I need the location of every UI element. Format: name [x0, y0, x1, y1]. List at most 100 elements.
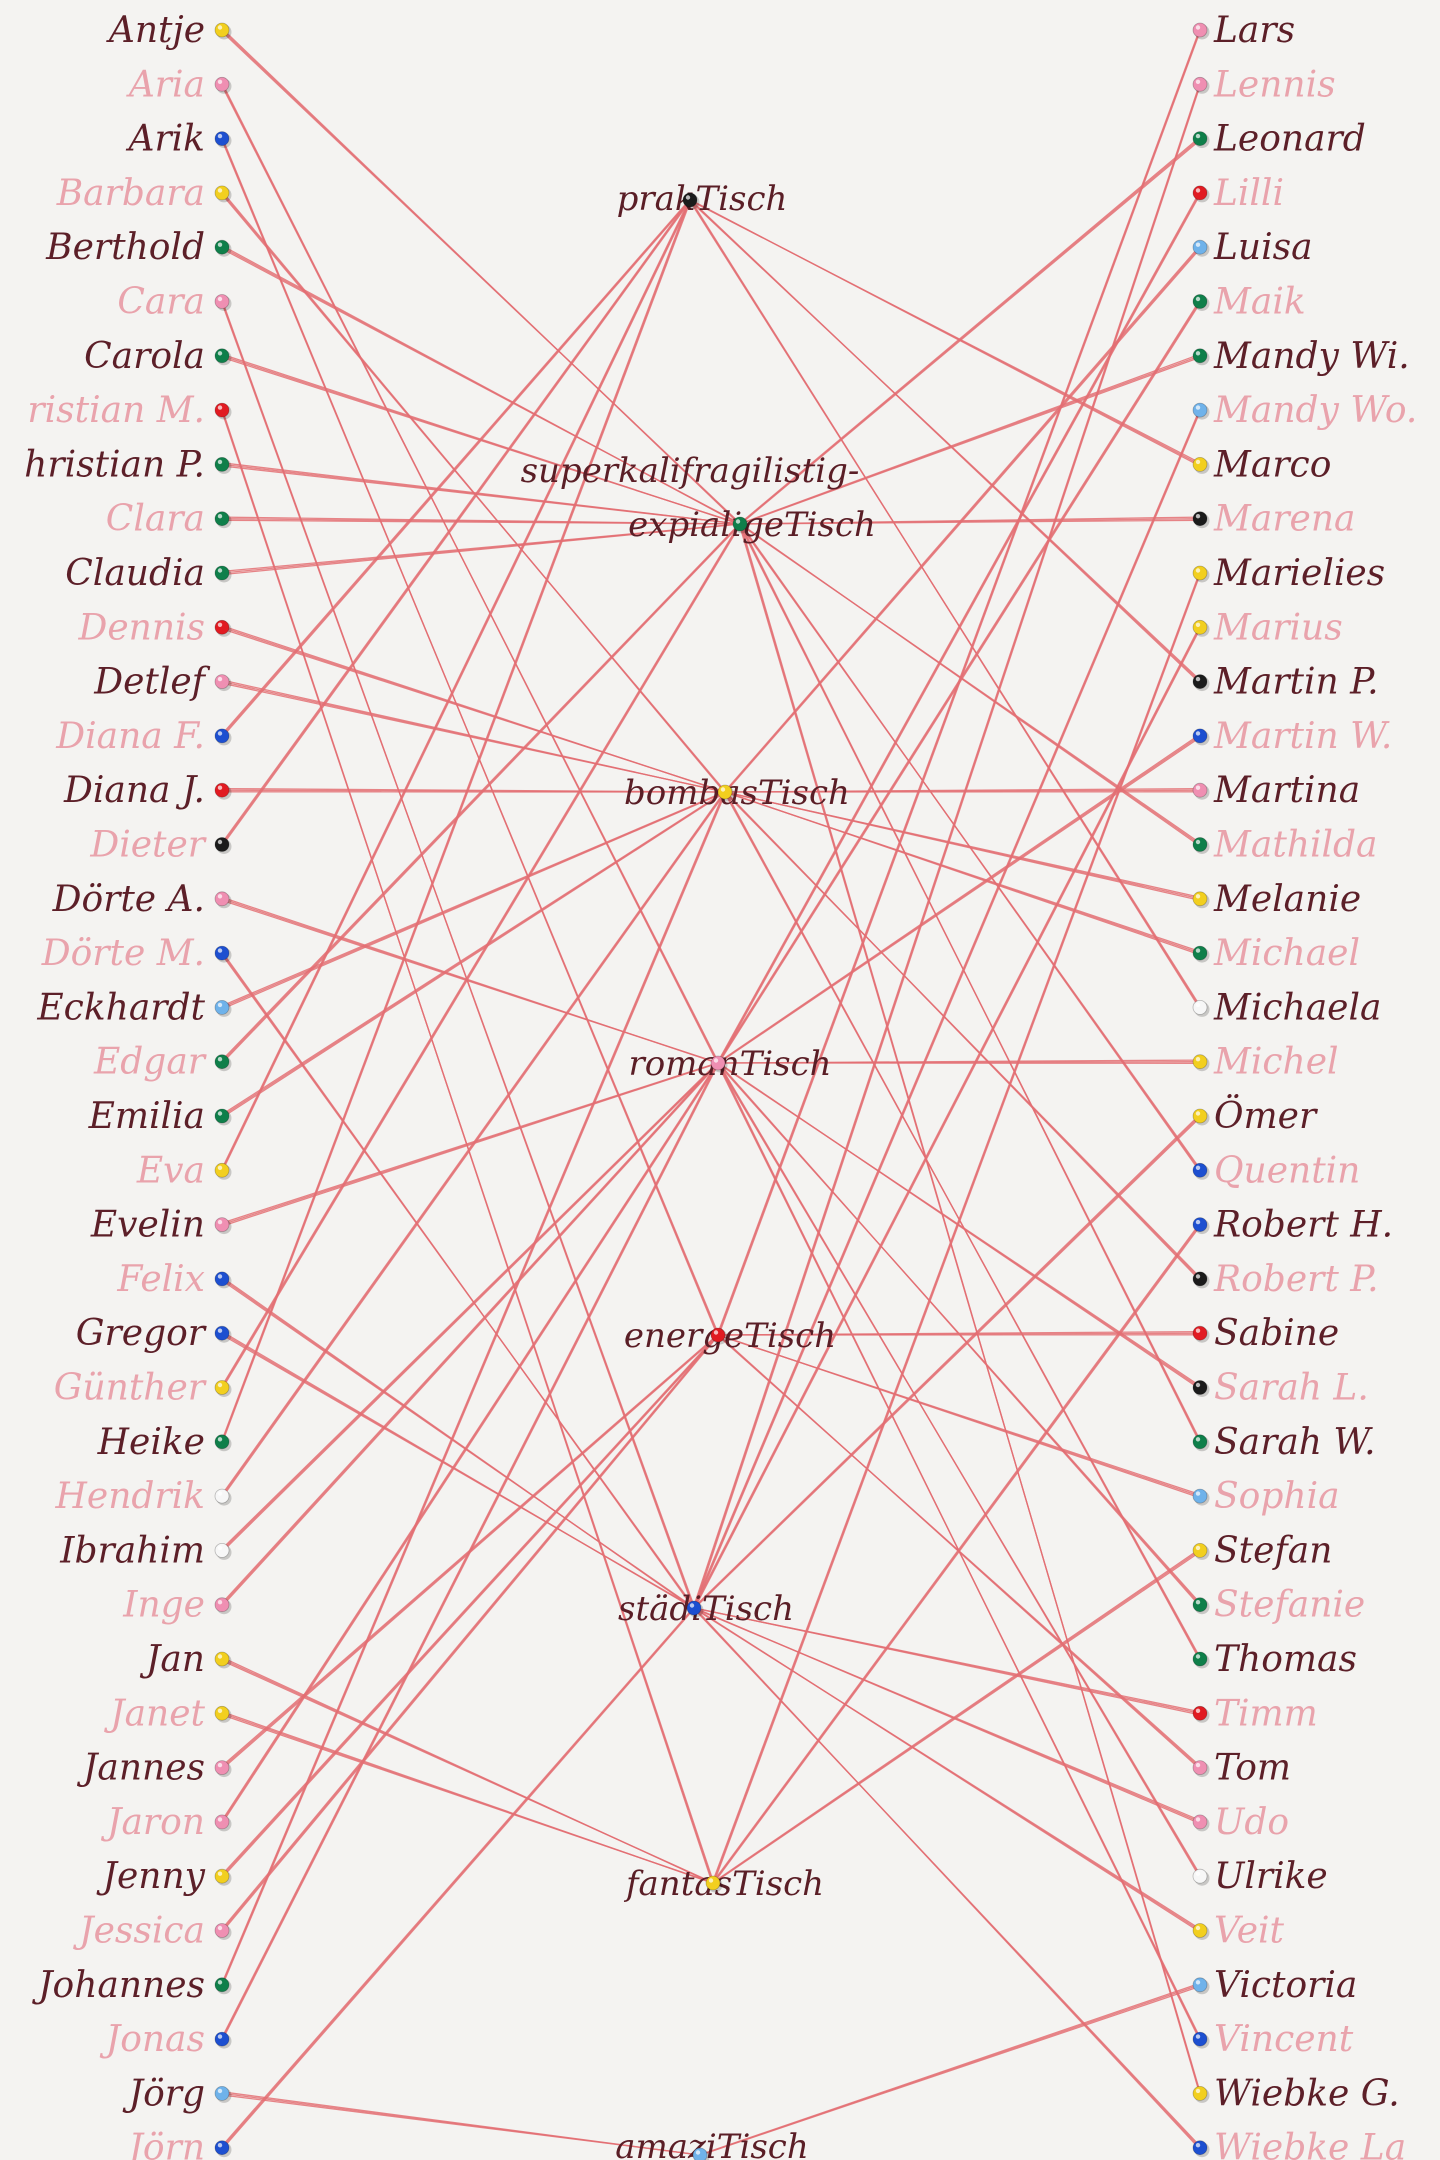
guest-name-sophia: Sophia	[1214, 1476, 1340, 1517]
guest-name-dorte-m: Dörte M.	[41, 933, 205, 974]
pin-icon-right-omer	[1192, 1108, 1210, 1126]
guest-name-eva: Eva	[136, 1150, 205, 1191]
table-label-superkalifragilistig: superkalifragilistig-	[521, 451, 860, 491]
thread-left-15	[221, 199, 692, 847]
pin-icon-left-aria	[214, 76, 232, 94]
guest-name-marielies: Marielies	[1213, 553, 1385, 594]
guest-name-detlef: Detlef	[93, 662, 210, 703]
pin-icon-table-bombastisch	[717, 784, 735, 802]
thread-right-35	[692, 1607, 1201, 1933]
thread-right-34	[716, 1062, 1201, 1879]
guest-name-lilli: Lilli	[1213, 173, 1284, 214]
thread-right-6	[738, 353, 1201, 525]
table-label-praktisch: prakTisch	[617, 179, 788, 219]
pin-icon-right-marius	[1192, 619, 1210, 637]
thread-right-30	[723, 791, 1201, 1661]
pin-icon-right-quentin	[1192, 1162, 1210, 1180]
guest-name-heike: Heike	[97, 1422, 205, 1463]
thread-right-12	[688, 199, 1201, 684]
pin-icon-right-lars	[1192, 22, 1210, 40]
thread-right-20	[692, 1113, 1201, 1609]
thread-left-0	[221, 27, 742, 525]
pin-icon-right-michael	[1192, 945, 1210, 963]
pin-icon-left-detlef	[214, 674, 232, 692]
pin-icon-left-barbara	[214, 185, 232, 203]
guest-name-thomas: Thomas	[1214, 1639, 1357, 1680]
pin-icon-left-diana-f	[214, 728, 232, 746]
guest-name-jorn: Jörn	[122, 2128, 206, 2160]
guest-name-vincent: Vincent	[1214, 2019, 1354, 2060]
thread-right-1	[692, 82, 1201, 1609]
guest-name-jenny: Jenny	[96, 1856, 206, 1897]
guest-name-evelin: Evelin	[90, 1205, 205, 1246]
pin-icon-right-mathilda	[1192, 837, 1210, 854]
pin-icon-table-energetisch	[710, 1327, 728, 1345]
thread-left-28	[221, 1062, 720, 1553]
pin-icon-left-carola	[214, 348, 232, 366]
pin-icon-left-berthold	[214, 239, 232, 257]
table-label-layer: prakTisch superkalifragilistig-expialigeT…	[521, 179, 876, 2160]
thread-left-33	[221, 1062, 720, 1824]
thread-left-37	[221, 1062, 720, 2041]
pin-icon-table-expialigetisch	[732, 516, 750, 534]
guest-name-antje: Antje	[106, 10, 205, 51]
thread-left-17	[221, 951, 696, 1609]
pin-icon-right-leonard	[1192, 131, 1210, 149]
thread-left-16	[221, 896, 720, 1064]
pin-icon-right-maik	[1192, 294, 1210, 311]
guest-name-marius: Marius	[1213, 607, 1343, 648]
thread-left-38	[221, 2091, 701, 2156]
pin-icon-right-wiebke-la	[1192, 2140, 1210, 2158]
thread-right-25	[716, 1062, 1201, 1390]
pin-icon-left-hristian-p	[214, 456, 232, 474]
guest-name-michel: Michel	[1213, 1042, 1339, 1083]
thread-left-27	[221, 791, 727, 1499]
thread-right-18	[688, 199, 1201, 1010]
guest-name-ibrahim: Ibrahim	[59, 1530, 205, 1571]
pin-icon-left-heike	[214, 1434, 232, 1452]
table-label-fantastisch: fantasTisch	[623, 1864, 824, 1904]
pin-icon-right-udo	[1192, 1814, 1210, 1832]
pin-icon-table-romantisch	[710, 1055, 728, 1073]
guest-name-martin-p: Martin P.	[1213, 662, 1379, 703]
guest-name-mathilda: Mathilda	[1213, 825, 1378, 866]
pin-icon-right-victoria	[1192, 1977, 1210, 1995]
thread-left-26	[221, 199, 692, 1444]
thread-left-22	[221, 1062, 720, 1227]
pin-icon-right-vincent	[1192, 2031, 1210, 2049]
guest-name-martina: Martina	[1213, 770, 1360, 811]
pin-icon-left-eva	[214, 1162, 232, 1180]
table-label-romantisch: romanTisch	[628, 1044, 831, 1084]
thread-right-19	[717, 1059, 1201, 1064]
pin-icon-left-cara	[214, 294, 232, 311]
pin-icon-right-lennis	[1192, 76, 1210, 94]
table-label-expialigetisch: expialigeTisch	[628, 505, 876, 545]
pin-icon-right-stefanie	[1192, 1597, 1210, 1615]
pin-icon-left-jaron	[214, 1814, 232, 1832]
thread-left-9	[221, 516, 741, 525]
thread-right-9	[739, 516, 1201, 525]
guest-name-sarah-w: Sarah W.	[1214, 1422, 1376, 1463]
thread-right-27	[716, 1334, 1201, 1499]
thread-left-18	[221, 791, 727, 1010]
pin-icon-left-dennis	[214, 619, 232, 637]
guest-name-luisa: Luisa	[1213, 227, 1313, 268]
guest-name-stefan: Stefan	[1214, 1530, 1332, 1571]
guest-name-hendrik: Hendrik	[55, 1476, 205, 1517]
thread-left-1	[221, 82, 720, 1064]
guest-name-janet: Janet	[103, 1693, 205, 1734]
guest-name-jorg: Jörg	[122, 2073, 205, 2114]
guest-name-maik: Maik	[1213, 282, 1306, 323]
pin-icon-left-jorg	[214, 2085, 232, 2103]
thread-left-35	[221, 1334, 720, 1933]
guest-name-jannes: Jannes	[76, 1748, 205, 1789]
guest-name-clara: Clara	[106, 499, 205, 540]
thread-right-2	[738, 136, 1201, 525]
thread-left-4	[221, 245, 742, 525]
pin-icon-left-evelin	[214, 1217, 232, 1235]
pin-icon-left-johannes	[214, 1977, 232, 1995]
thread-right-28	[711, 1548, 1201, 1884]
thread-left-23	[221, 1276, 696, 1609]
